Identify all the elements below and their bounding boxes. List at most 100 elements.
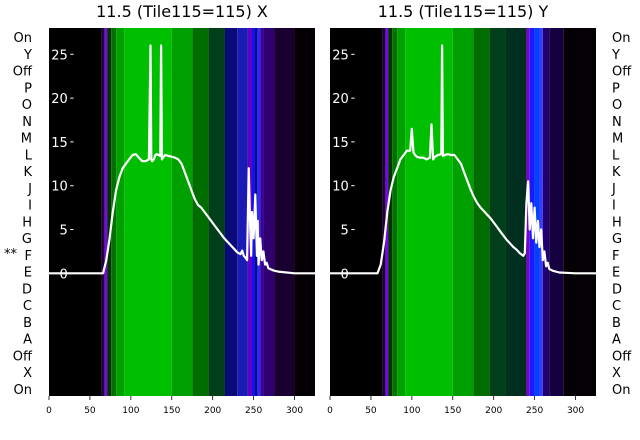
x-tick-label: 0 — [327, 406, 333, 416]
y-tick-label: 5 — [341, 224, 349, 239]
row-label: N — [612, 115, 622, 130]
row-label: F — [612, 249, 619, 264]
heatmap-band — [505, 28, 527, 396]
x-tick-label: 0 — [46, 406, 52, 416]
heatmap-band — [116, 28, 125, 396]
heatmap-band — [104, 28, 108, 396]
row-label: O — [22, 98, 32, 113]
x-tick-label: 150 — [444, 406, 461, 416]
y-tick-label: 10 — [332, 180, 349, 195]
row-label: H — [22, 215, 32, 230]
row-label: M — [612, 132, 623, 147]
row-label: M — [21, 132, 32, 147]
x-tick-label: 250 — [245, 406, 262, 416]
x-tick-label: 150 — [163, 406, 180, 416]
y-tick-label: 20 — [332, 92, 349, 107]
row-label: B — [23, 316, 32, 331]
y-tick-label: 25 — [51, 48, 68, 63]
row-label: G — [612, 232, 622, 247]
row-marker: ** — [4, 247, 18, 262]
row-label: K — [23, 165, 32, 180]
row-label: E — [612, 266, 620, 281]
row-label: J — [611, 182, 616, 197]
row-label: X — [23, 366, 32, 381]
row-label: O — [612, 98, 622, 113]
row-label: G — [22, 232, 32, 247]
heatmap-band — [208, 28, 225, 396]
heatmap-band — [263, 28, 275, 396]
heatmap-band — [107, 28, 112, 396]
heatmap-band — [397, 28, 406, 396]
heatmap-band — [473, 28, 490, 396]
heatmap-band — [330, 28, 383, 396]
row-label: On — [14, 383, 32, 398]
x-tick-label: 300 — [567, 406, 584, 416]
y-tick-label: 20 — [51, 92, 68, 107]
y-tick-label: 0 — [341, 267, 349, 282]
heatmap-band — [49, 28, 102, 396]
heatmap-band — [382, 28, 386, 396]
heatmap-band — [274, 28, 295, 396]
y-tick-label: 0 — [60, 267, 68, 282]
row-label: C — [23, 299, 32, 314]
row-label: Off — [13, 65, 33, 80]
series-line — [330, 44, 596, 275]
row-label: H — [612, 215, 622, 230]
heatmap-band — [101, 28, 105, 396]
x-tick-label: 200 — [204, 406, 221, 416]
row-label: D — [22, 282, 32, 297]
row-label: N — [22, 115, 32, 130]
y-tick-label: 5 — [60, 224, 68, 239]
series-line — [49, 44, 315, 275]
y-tick-label: 15 — [51, 136, 68, 151]
row-label: K — [612, 165, 621, 180]
x-tick-label: 50 — [84, 406, 96, 416]
row-label: On — [612, 31, 630, 46]
row-label: C — [612, 299, 621, 314]
row-label: On — [14, 31, 32, 46]
heatmap-band — [294, 28, 315, 396]
row-label: Off — [13, 349, 33, 364]
heatmap-band — [251, 28, 255, 396]
row-label: J — [27, 182, 32, 197]
row-label: Y — [611, 48, 620, 63]
row-label: Off — [612, 65, 632, 80]
x-tick-label: 300 — [286, 406, 303, 416]
heatmap-band — [257, 28, 261, 396]
row-label: E — [24, 266, 32, 281]
x-tick-label: 250 — [526, 406, 543, 416]
row-label: P — [24, 81, 32, 96]
heatmap-band — [539, 28, 543, 396]
row-label: B — [612, 316, 621, 331]
heatmap-band — [452, 28, 474, 396]
heatmap-band — [171, 28, 193, 396]
heatmap-band — [549, 28, 564, 396]
chart-title: 11.5 (Tile115=115) Y — [378, 2, 549, 21]
heatmap-band — [392, 28, 398, 396]
y-tick-label: 15 — [332, 136, 349, 151]
x-tick-label: 100 — [122, 406, 139, 416]
heatmap-band — [237, 28, 248, 396]
heatmap-band — [563, 28, 596, 396]
row-label: F — [25, 249, 32, 264]
heatmap-band — [224, 28, 238, 396]
heatmap-band — [405, 28, 453, 396]
row-label: A — [612, 333, 621, 348]
heatmap-band — [534, 28, 540, 396]
row-label: X — [612, 366, 621, 381]
row-label: P — [612, 81, 620, 96]
row-label: I — [28, 199, 32, 214]
row-label: On — [612, 383, 630, 398]
x-tick-label: 200 — [485, 406, 502, 416]
chart-title: 11.5 (Tile115=115) X — [96, 2, 268, 21]
heatmap-band — [489, 28, 506, 396]
y-tick-label: 10 — [51, 180, 68, 195]
heatmap-band — [192, 28, 209, 396]
x-tick-label: 50 — [365, 406, 377, 416]
heatmap-band — [388, 28, 393, 396]
